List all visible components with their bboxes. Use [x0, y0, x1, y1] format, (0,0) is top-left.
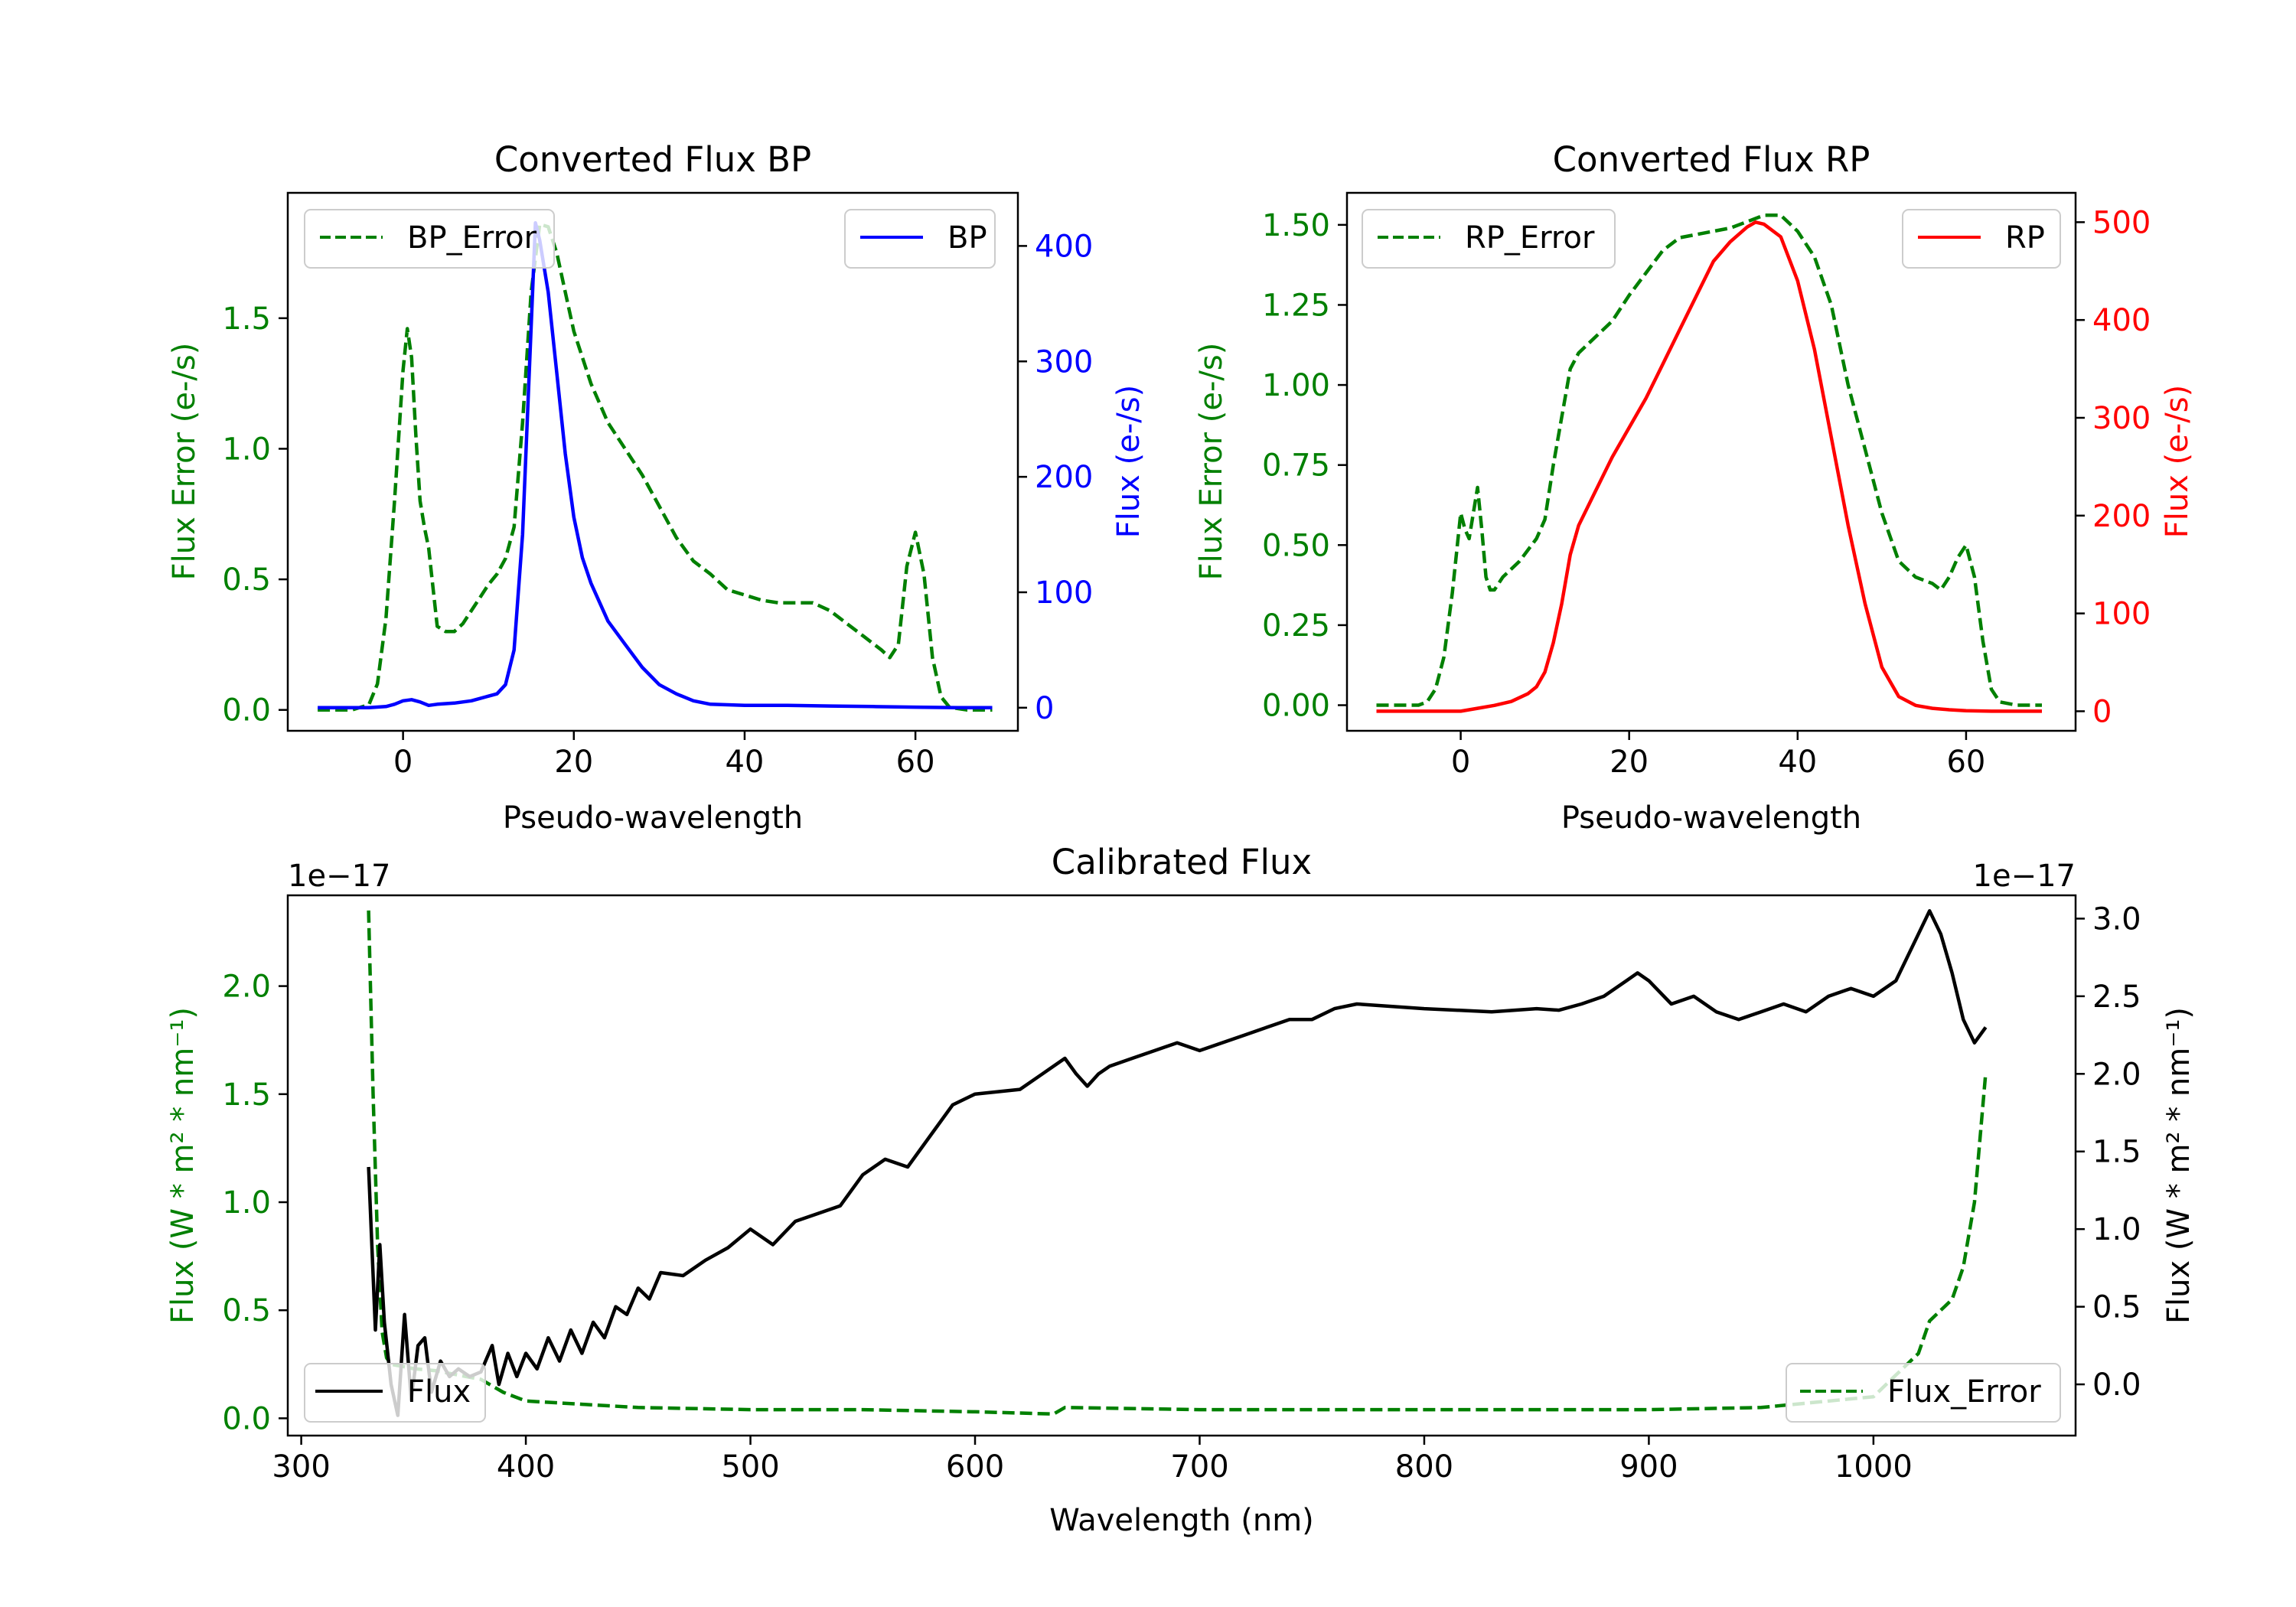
y-tick-right-label: 0 [1035, 691, 1054, 726]
y-tick-left-label: 1.50 [1262, 208, 1330, 243]
bp-title: Converted Flux BP [494, 139, 811, 180]
y-tick-left-label: 0.50 [1262, 528, 1330, 563]
x-tick-label: 20 [554, 745, 593, 780]
y-tick-right-label: 2.0 [2092, 1057, 2141, 1092]
x-tick-label: 400 [497, 1449, 555, 1485]
y-tick-left-label: 1.5 [222, 1077, 271, 1113]
y-tick-right-label: 400 [1035, 229, 1093, 264]
rp-x-label: Pseudo-wavelength [1561, 800, 1861, 836]
x-tick-label: 500 [721, 1449, 779, 1485]
cal-legend-error-label: Flux_Error [1887, 1374, 2041, 1410]
rp-y-axis-right: 0 100 200 300 400 500 [2076, 205, 2151, 729]
rp-y-label-left: Flux Error (e-/s) [1194, 343, 1229, 581]
y-tick-right-label: 400 [2092, 303, 2151, 338]
x-tick-label: 600 [946, 1449, 1004, 1485]
y-tick-right-label: 200 [1035, 460, 1093, 495]
bp-y-label-right: Flux (e-/s) [1111, 385, 1146, 538]
y-tick-right-label: 100 [2092, 597, 2151, 632]
cal-x-axis: 300 400 500 600 700 800 900 1000 [272, 1436, 1913, 1485]
cal-legend-error[interactable]: Flux_Error [1786, 1363, 2061, 1423]
rp-legend-error[interactable]: RP_Error [1362, 209, 1616, 269]
bp-legend-flux[interactable]: BP [844, 209, 996, 269]
y-tick-left-label: 1.0 [222, 1185, 271, 1221]
x-tick-label: 0 [1451, 745, 1470, 780]
y-tick-right-label: 0.0 [2092, 1367, 2141, 1403]
cal-y-label-right: Flux (W * m² * nm⁻¹) [2161, 1007, 2197, 1324]
rp-y-axis-left: 0.00 0.25 0.50 0.75 1.00 1.25 1.50 [1262, 208, 1347, 724]
cal-y-label-left: Flux (W * m² * nm⁻¹) [165, 1007, 201, 1324]
y-tick-left-label: 1.25 [1262, 288, 1330, 323]
y-tick-left-label: 0.25 [1262, 608, 1330, 644]
y-tick-right-label: 500 [2092, 205, 2151, 240]
cal-legend-flux-label: Flux [407, 1374, 471, 1410]
panel-calibrated: Calibrated Flux 1e−17 1e−17 300 400 500 600… [165, 842, 2197, 1538]
y-tick-left-label: 0.75 [1262, 448, 1330, 484]
rp-plot-area [1345, 191, 2077, 732]
bp-y-axis-right: 0 100 200 300 400 [1018, 229, 1093, 726]
y-tick-left-label: 0.00 [1262, 689, 1330, 724]
y-tick-right-label: 2.5 [2092, 980, 2141, 1015]
rp-legend-flux-label: RP [2005, 220, 2045, 256]
x-tick-label: 40 [1778, 745, 1817, 780]
cal-y-axis-right: 0.0 0.5 1.0 1.5 2.0 2.5 3.0 [2076, 901, 2141, 1403]
rp-legend-flux[interactable]: RP [1902, 209, 2061, 269]
y-tick-right-label: 100 [1035, 575, 1093, 611]
bp-legend-error-label: BP_Error [407, 220, 537, 256]
y-tick-right-label: 1.5 [2092, 1135, 2141, 1170]
rp-title: Converted Flux RP [1553, 139, 1870, 180]
panel-bp: Converted Flux BP 0 20 40 60 0.0 0.5 1.0 1.5 0… [167, 139, 1146, 836]
x-tick-label: 60 [896, 745, 935, 780]
rp-x-axis: 0 20 40 60 [1451, 731, 1985, 780]
y-tick-right-label: 0 [2092, 694, 2112, 729]
rp-legend-error-label: RP_Error [1465, 220, 1595, 256]
x-tick-label: 700 [1170, 1449, 1228, 1485]
y-tick-right-label: 3.0 [2092, 901, 2141, 937]
y-tick-left-label: 1.0 [222, 432, 271, 467]
x-tick-label: 20 [1609, 745, 1649, 780]
rp-y-label-right: Flux (e-/s) [2160, 385, 2195, 538]
bp-series-bp-error [318, 222, 993, 712]
cal-x-label: Wavelength (nm) [1049, 1503, 1314, 1538]
bp-x-label: Pseudo-wavelength [503, 800, 803, 836]
y-tick-left-label: 1.5 [222, 302, 271, 337]
y-tick-right-label: 1.0 [2092, 1212, 2141, 1247]
x-tick-label: 40 [725, 745, 764, 780]
x-tick-label: 1000 [1835, 1449, 1913, 1485]
cal-offset-right: 1e−17 [1973, 859, 2076, 894]
x-tick-label: 800 [1395, 1449, 1453, 1485]
y-tick-right-label: 300 [1035, 344, 1093, 380]
bp-y-label-left: Flux Error (e-/s) [167, 343, 202, 581]
y-tick-left-label: 0.0 [222, 693, 271, 729]
cal-offset-left: 1e−17 [288, 859, 390, 894]
cal-title: Calibrated Flux [1052, 842, 1312, 882]
rp-axes-frame [1345, 191, 2077, 732]
bp-axes-frame [286, 191, 1019, 732]
x-tick-label: 0 [393, 745, 413, 780]
bp-legend-flux-label: BP [947, 220, 987, 256]
bp-x-axis: 0 20 40 60 [393, 731, 935, 780]
y-tick-left-label: 0.5 [222, 562, 271, 598]
y-tick-right-label: 0.5 [2092, 1290, 2141, 1325]
rp-series-rp [1376, 220, 2042, 713]
x-tick-label: 60 [1946, 745, 1985, 780]
x-tick-label: 300 [272, 1449, 330, 1485]
y-tick-right-label: 300 [2092, 401, 2151, 436]
y-tick-left-label: 1.00 [1262, 368, 1330, 403]
y-tick-left-label: 2.0 [222, 970, 271, 1005]
bp-legend-error[interactable]: BP_Error [304, 209, 555, 269]
bp-y-axis-left: 0.0 0.5 1.0 1.5 [222, 302, 288, 729]
y-tick-left-label: 0.0 [222, 1401, 271, 1436]
cal-y-axis-left: 0.0 0.5 1.0 1.5 2.0 [222, 970, 288, 1436]
panel-rp: Converted Flux RP 0 20 40 60 0.000.250.500.… [1194, 139, 2195, 836]
cal-axes-frame [286, 894, 2077, 1437]
x-tick-label: 900 [1619, 1449, 1678, 1485]
y-tick-left-label: 0.5 [222, 1293, 271, 1328]
cal-legend-flux[interactable]: Flux [304, 1363, 486, 1423]
rp-series-rp-error [1376, 214, 2042, 707]
y-tick-right-label: 200 [2092, 499, 2151, 534]
